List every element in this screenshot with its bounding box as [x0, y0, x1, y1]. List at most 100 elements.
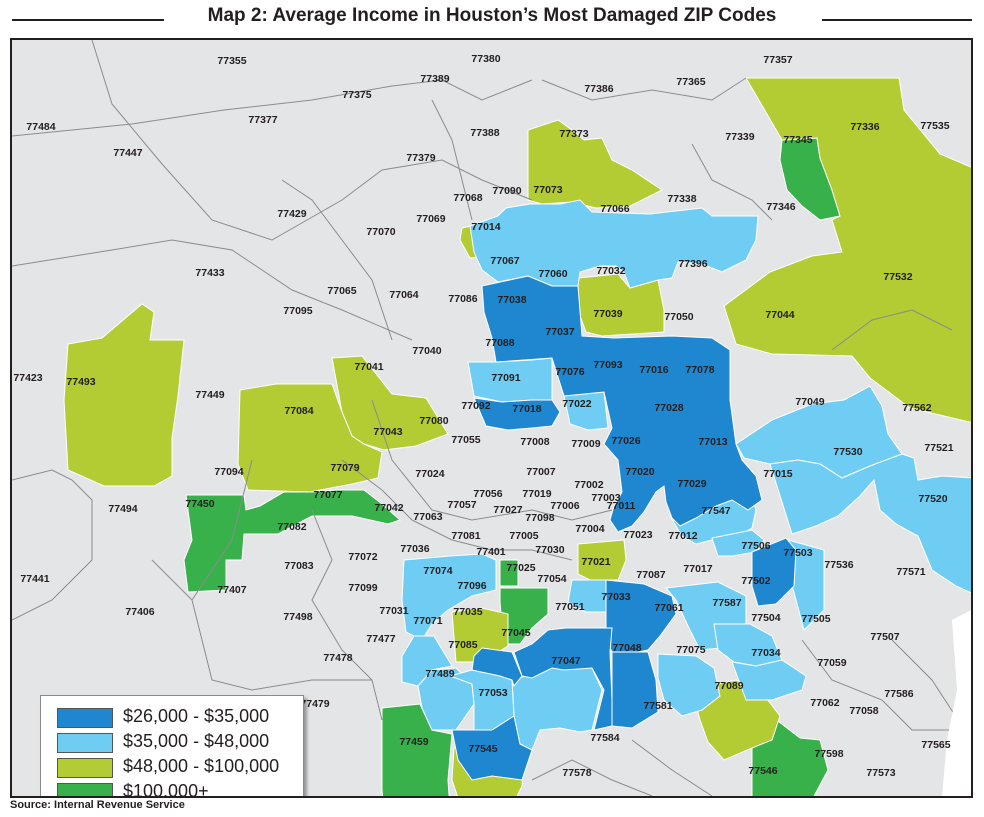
- legend-label-tier3: $48,000 - $100,000: [123, 756, 280, 776]
- zip-label: 77027: [493, 504, 522, 516]
- zip-region-tier3: [451, 607, 509, 663]
- zip-label: 77035: [453, 606, 482, 618]
- zip-label: 77573: [866, 767, 895, 779]
- zip-label: 77087: [636, 569, 665, 581]
- zip-boundaries: [12, 40, 971, 796]
- zip-boundary-line: [91, 40, 533, 241]
- zip-label: 77053: [478, 687, 507, 699]
- zip-label: 77043: [373, 426, 402, 438]
- zip-label: 77033: [601, 591, 630, 603]
- zip-label: 77429: [277, 208, 306, 220]
- zip-label: 77521: [924, 442, 953, 454]
- zip-label: 77067: [490, 255, 519, 267]
- zip-label: 77049: [795, 396, 824, 408]
- zip-label: 77012: [668, 530, 697, 542]
- zip-label: 77019: [522, 488, 551, 500]
- title-rule-right: [822, 19, 972, 21]
- zip-boundary-line: [531, 759, 653, 796]
- map-title: Map 2: Average Income in Houston’s Most …: [207, 5, 777, 26]
- legend-label-tier2: $35,000 - $48,000: [123, 731, 270, 751]
- zip-label: 77547: [701, 505, 730, 517]
- zip-label: 77489: [425, 668, 454, 680]
- map-frame: 77355 77380 77357 77389 77386 77365 77375 77484…: [10, 38, 973, 798]
- zip-label: 77047: [551, 655, 580, 667]
- zip-label: 77008: [520, 436, 549, 448]
- zip-label: 77034: [751, 647, 780, 659]
- zip-label: 77020: [625, 466, 654, 478]
- zip-label: 77447: [113, 147, 142, 159]
- zip-label: 77396: [678, 258, 707, 270]
- zip-boundary-line: [541, 77, 747, 101]
- zip-label: 77338: [667, 193, 696, 205]
- zip-label: 77062: [810, 697, 839, 709]
- zip-label: 77380: [471, 53, 500, 65]
- bay-area: [942, 610, 971, 796]
- zip-region-tier2: [731, 659, 807, 701]
- title-row: Map 2: Average Income in Houston’s Most …: [0, 0, 984, 36]
- zip-label: 77055: [451, 434, 480, 446]
- zip-label: 77044: [765, 309, 794, 321]
- zip-region-tier1: [481, 275, 763, 533]
- zip-label: 77530: [833, 446, 862, 458]
- legend-swatch-tier4: [57, 783, 113, 796]
- zip-boundary-line: [12, 79, 533, 137]
- zip-label: 77058: [849, 705, 878, 717]
- zip-label: 77081: [451, 530, 480, 542]
- legend-swatch-tier3: [57, 758, 113, 778]
- legend-swatch-tier2: [57, 733, 113, 753]
- zip-label: 77401: [476, 546, 505, 558]
- zip-boundary-line: [411, 519, 573, 561]
- zip-label: 77091: [491, 372, 520, 384]
- zip-label: 77004: [575, 523, 604, 535]
- zip-label: 77070: [366, 226, 395, 238]
- zip-label: 77073: [533, 184, 562, 196]
- zip-label: 77598: [814, 748, 843, 760]
- zip-label: 77002: [574, 479, 603, 491]
- legend-label-tier1: $26,000 - $35,000: [123, 706, 270, 726]
- zip-label: 77346: [766, 201, 795, 213]
- zip-label: 77089: [714, 680, 743, 692]
- zip-label: 77039: [593, 308, 622, 320]
- zip-regions: [12, 40, 971, 796]
- zip-label: 77009: [571, 438, 600, 450]
- zip-label: 77045: [501, 627, 530, 639]
- zip-label: 77505: [801, 613, 830, 625]
- zip-label: 77581: [643, 700, 672, 712]
- zip-label: 77506: [741, 540, 770, 552]
- zip-label: 77040: [412, 345, 441, 357]
- zip-label: 77587: [712, 597, 741, 609]
- zip-label: 77520: [918, 493, 947, 505]
- zip-label: 77477: [366, 633, 395, 645]
- source-note: Source: Internal Revenue Service: [10, 799, 185, 811]
- zip-label: 77077: [313, 489, 342, 501]
- zip-label: 77345: [783, 134, 812, 146]
- zip-label: 77080: [419, 415, 448, 427]
- zip-label: 77090: [492, 185, 521, 197]
- zip-label: 77484: [26, 121, 55, 133]
- zip-label: 77535: [920, 120, 949, 132]
- zip-boundary-line: [311, 509, 383, 721]
- zip-label: 77059: [817, 657, 846, 669]
- zip-label: 77433: [195, 267, 224, 279]
- zip-label: 77075: [676, 644, 705, 656]
- zip-label: 77054: [537, 573, 566, 585]
- zip-label: 77072: [348, 551, 377, 563]
- zip-label: 77479: [300, 698, 329, 710]
- zip-label: 77536: [824, 559, 853, 571]
- zip-label: 77441: [20, 573, 49, 585]
- zip-label: 77016: [639, 364, 668, 376]
- zip-boundary-line: [691, 143, 773, 221]
- zip-label: 77388: [470, 127, 499, 139]
- zip-label: 77389: [420, 73, 449, 85]
- zip-label: 77449: [195, 389, 224, 401]
- zip-region-tier2: [657, 653, 721, 717]
- zip-label: 77005: [509, 530, 538, 542]
- zip-label: 77025: [506, 562, 535, 574]
- zip-label: 77098: [525, 512, 554, 524]
- zip-label: 77029: [677, 478, 706, 490]
- zip-label: 77031: [379, 605, 408, 617]
- legend-label-tier4: $100,000+: [123, 781, 209, 798]
- zip-label: 77373: [559, 128, 588, 140]
- zip-label: 77011: [607, 500, 636, 512]
- zip-region-tier3: [237, 383, 383, 493]
